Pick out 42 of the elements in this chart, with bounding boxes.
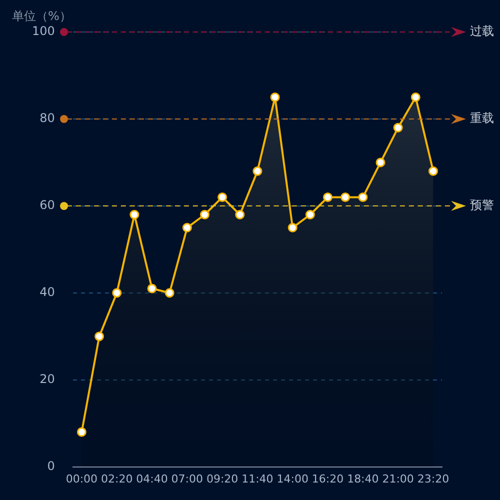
y-tick-label: 80 xyxy=(40,111,55,126)
point xyxy=(94,332,104,342)
point xyxy=(112,288,122,298)
point xyxy=(340,192,350,202)
point xyxy=(164,288,174,298)
point xyxy=(270,92,280,102)
x-tick-label: 07:00 xyxy=(171,472,203,486)
y-tick-label: 40 xyxy=(40,285,55,300)
x-tick-label: 18:40 xyxy=(347,472,379,486)
y-tick-label: 60 xyxy=(40,198,55,212)
point xyxy=(200,210,210,220)
x-tick-label: 23:20 xyxy=(417,472,450,486)
point xyxy=(235,210,245,220)
y-tick-label: 20 xyxy=(40,372,55,386)
point xyxy=(358,192,368,202)
y-axis-title: 单位（%） xyxy=(12,9,72,24)
x-tick-label: 04:40 xyxy=(136,472,168,486)
x-tick-label: 14:00 xyxy=(276,472,308,486)
point xyxy=(182,222,192,232)
y-tick-label: 0 xyxy=(47,458,55,473)
point xyxy=(305,210,315,220)
point xyxy=(393,122,403,132)
x-tick-label: 16:20 xyxy=(312,472,344,486)
point xyxy=(147,284,157,294)
ref-line-label: 过载 xyxy=(470,24,494,38)
point xyxy=(410,92,420,102)
point xyxy=(323,192,333,202)
point xyxy=(376,158,386,168)
point xyxy=(218,192,228,202)
x-tick-label: 02:20 xyxy=(100,472,133,486)
point xyxy=(252,166,262,176)
x-tick-label: 00:00 xyxy=(66,472,98,486)
point xyxy=(288,222,298,232)
x-tick-label: 11:40 xyxy=(242,472,274,486)
x-tick-label: 09:20 xyxy=(206,472,238,486)
point xyxy=(130,210,140,220)
ref-line-label: 预警 xyxy=(470,198,494,212)
ref-line-label: 重载 xyxy=(470,111,494,126)
point xyxy=(76,427,86,437)
x-tick-label: 21:00 xyxy=(382,472,414,486)
point xyxy=(428,166,438,176)
y-tick-label: 100 xyxy=(32,24,55,38)
